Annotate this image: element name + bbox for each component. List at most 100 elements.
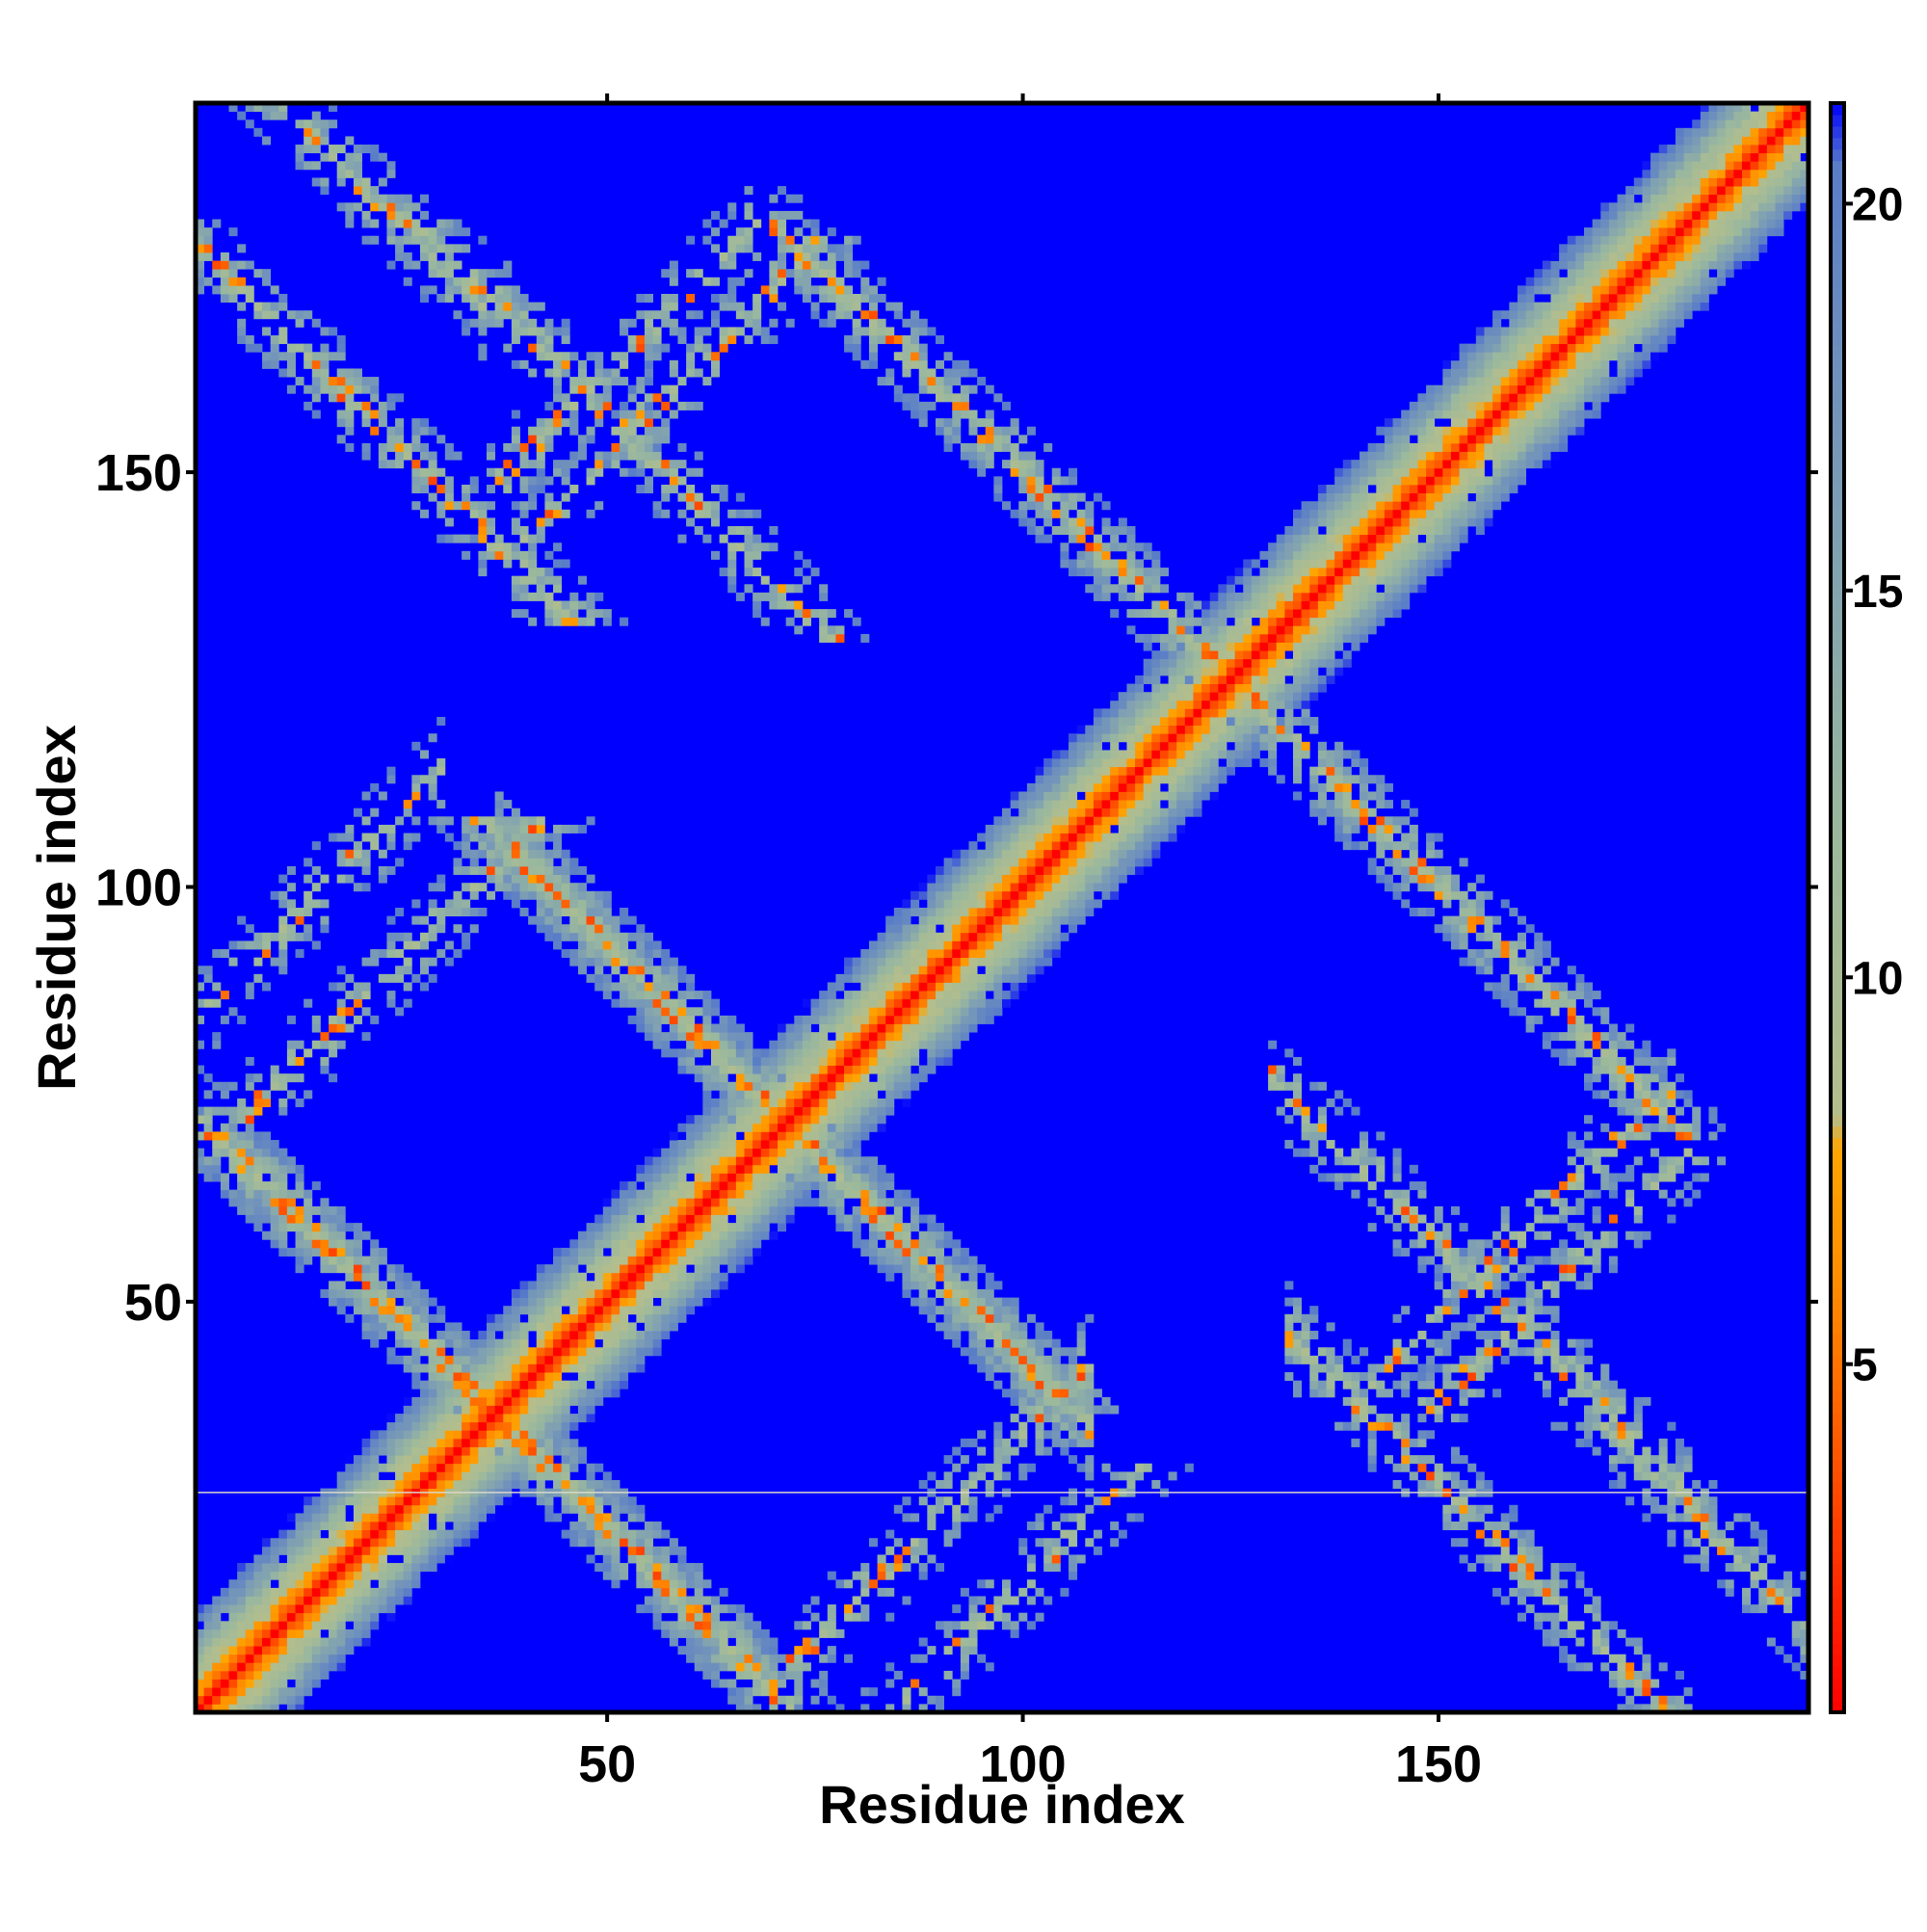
heatmap-cell <box>877 1115 886 1125</box>
heatmap-cell <box>594 1563 604 1573</box>
heatmap-cell <box>329 1239 338 1249</box>
heatmap-cell <box>528 1297 538 1307</box>
heatmap-cell <box>561 1322 570 1332</box>
heatmap-cell <box>727 543 737 552</box>
heatmap-cell <box>503 484 513 493</box>
heatmap-cell <box>270 1687 279 1697</box>
heatmap-cell <box>494 1338 504 1348</box>
heatmap-cell <box>511 1414 520 1423</box>
heatmap-cell <box>744 1148 753 1157</box>
heatmap-cell <box>620 940 629 950</box>
heatmap-cell <box>345 1579 355 1589</box>
heatmap-cell <box>669 966 678 975</box>
heatmap-cell <box>370 782 380 792</box>
heatmap-cell <box>727 1662 737 1672</box>
heatmap-cell <box>536 924 545 934</box>
heatmap-cell <box>735 1181 745 1191</box>
heatmap-cell <box>852 973 861 983</box>
heatmap-cell <box>544 1372 554 1382</box>
heatmap-cell <box>444 244 454 253</box>
heatmap-cell <box>586 1338 595 1348</box>
heatmap-cell <box>952 932 962 941</box>
heatmap-cell <box>370 1239 380 1249</box>
heatmap-cell <box>844 1164 854 1174</box>
heatmap-cell <box>295 1679 304 1688</box>
heatmap-cell <box>519 1446 529 1456</box>
heatmap-cell <box>594 957 604 966</box>
heatmap-cell <box>311 111 321 120</box>
heatmap-cell <box>553 617 563 626</box>
heatmap-cell <box>336 998 346 1008</box>
heatmap-cell <box>844 285 854 295</box>
heatmap-cell <box>278 1173 288 1182</box>
heatmap-cell <box>877 1587 886 1597</box>
heatmap-cell <box>519 1430 529 1440</box>
heatmap-cell <box>536 534 545 543</box>
heatmap-cell <box>386 1322 396 1332</box>
heatmap-cell <box>868 293 878 303</box>
heatmap-cell <box>553 940 563 950</box>
heatmap-cell <box>927 1015 937 1024</box>
heatmap-cell <box>860 1048 870 1058</box>
heatmap-cell <box>710 1214 721 1224</box>
heatmap-cell <box>778 251 787 261</box>
heatmap-cell <box>652 1571 662 1580</box>
heatmap-cell <box>960 1455 969 1465</box>
heatmap-cell <box>943 435 953 444</box>
heatmap-cell <box>494 883 504 892</box>
heatmap-cell <box>212 1596 222 1605</box>
heatmap-cell <box>469 858 479 867</box>
heatmap-cell <box>686 973 696 983</box>
heatmap-cell <box>378 1430 387 1440</box>
heatmap-cell <box>311 1040 321 1049</box>
heatmap-cell <box>353 1015 362 1024</box>
heatmap-cell <box>669 1322 678 1332</box>
heatmap-cell <box>403 1563 412 1573</box>
heatmap-cell <box>719 1256 728 1265</box>
heatmap-cell <box>295 1571 304 1580</box>
heatmap-cell <box>819 1065 829 1074</box>
heatmap-cell <box>968 410 978 419</box>
heatmap-cell <box>911 908 920 917</box>
heatmap-cell <box>295 1181 304 1191</box>
heatmap-cell <box>419 932 430 941</box>
heatmap-cell <box>644 442 653 452</box>
heatmap-cell <box>652 352 662 361</box>
heatmap-cell <box>203 1604 213 1614</box>
heatmap-cell <box>694 335 703 345</box>
heatmap-cell <box>778 1090 787 1099</box>
heatmap-cell <box>993 1604 1003 1614</box>
heatmap-cell <box>212 1670 222 1680</box>
heatmap-cell <box>353 1546 362 1555</box>
heatmap-cell <box>810 1596 820 1605</box>
heatmap-cell <box>361 1306 371 1315</box>
heatmap-cell <box>677 1007 687 1017</box>
heatmap-cell <box>311 883 321 892</box>
heatmap-cell <box>544 327 554 336</box>
heatmap-cell <box>494 543 504 552</box>
heatmap-cell <box>295 1637 304 1647</box>
heatmap-cell <box>744 202 753 212</box>
heatmap-cell <box>419 1313 430 1323</box>
heatmap-cell <box>752 1704 762 1713</box>
heatmap-cell <box>569 592 579 601</box>
heatmap-cell <box>561 1421 570 1431</box>
heatmap-cell <box>960 1654 969 1663</box>
heatmap-cell <box>286 1056 296 1066</box>
heatmap-cell <box>827 251 836 261</box>
heatmap-cell <box>885 1181 895 1191</box>
heatmap-cell <box>860 1205 870 1215</box>
heatmap-cell <box>544 849 554 859</box>
heatmap-cell <box>943 426 953 436</box>
heatmap-cell <box>336 1306 346 1315</box>
heatmap-cell <box>844 1081 854 1091</box>
heatmap-cell <box>478 1463 488 1472</box>
heatmap-cell <box>686 368 696 378</box>
heatmap-cell <box>569 1522 579 1531</box>
heatmap-cell <box>968 1322 978 1332</box>
heatmap-cell <box>868 1198 878 1207</box>
heatmap-cell <box>835 1131 845 1141</box>
heatmap-cell <box>586 1313 595 1323</box>
heatmap-cell <box>677 1621 687 1630</box>
heatmap-cell <box>212 1032 222 1042</box>
